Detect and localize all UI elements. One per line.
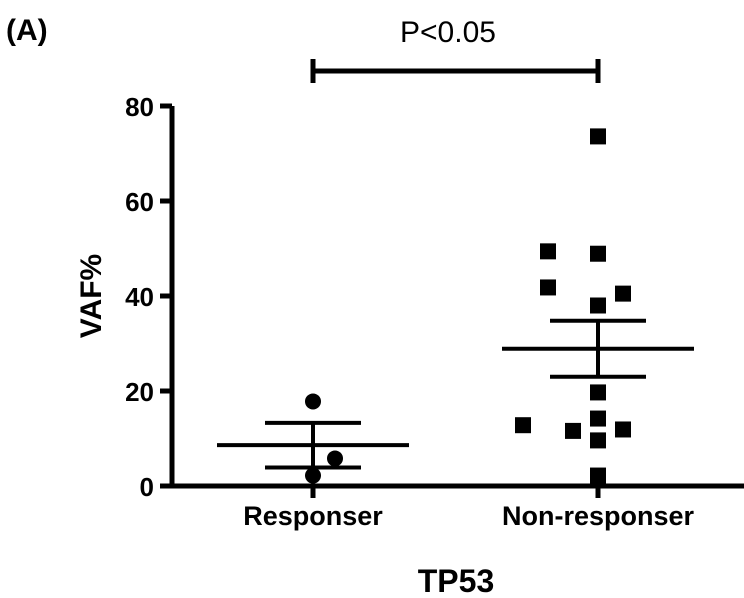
non-responser-point: [590, 297, 606, 314]
non-responser-point: [540, 279, 556, 296]
mean-sem-bars: [217, 318, 694, 470]
non-responser-point: [590, 245, 606, 262]
x-tick-label: Responser: [243, 501, 383, 531]
significance-annotation: P<0.05: [310, 16, 601, 83]
non-responser-point: [615, 285, 631, 302]
y-tick-label: 20: [125, 377, 154, 407]
responser-point: [305, 393, 321, 410]
non-responser-point: [540, 243, 556, 260]
non-responser-point: [565, 422, 581, 439]
significance-label: P<0.05: [400, 16, 496, 49]
y-tick-label: 80: [125, 92, 154, 122]
panel-label: (A): [6, 14, 48, 47]
y-tick-label: 0: [140, 472, 154, 502]
non-responser-point: [590, 432, 606, 449]
x-axis-label: TP53: [418, 563, 494, 598]
non-responser-point: [590, 128, 606, 145]
responser-point: [327, 450, 343, 467]
x-tick-label: Non-responser: [502, 501, 695, 531]
data-points: [305, 128, 631, 484]
y-tick-label: 40: [125, 282, 154, 312]
non-responser-point: [590, 410, 606, 427]
y-tick-label: 60: [125, 187, 154, 217]
non-responser-point: [590, 467, 606, 484]
non-responser-point: [515, 417, 531, 434]
non-responser-point: [590, 384, 606, 401]
y-axis-label: VAF%: [75, 254, 108, 338]
y-axis: 0 20 40 60 80: [125, 92, 175, 502]
non-responser-point: [615, 421, 631, 438]
responser-point: [305, 467, 321, 484]
x-axis: Responser Non-responser: [170, 483, 744, 531]
